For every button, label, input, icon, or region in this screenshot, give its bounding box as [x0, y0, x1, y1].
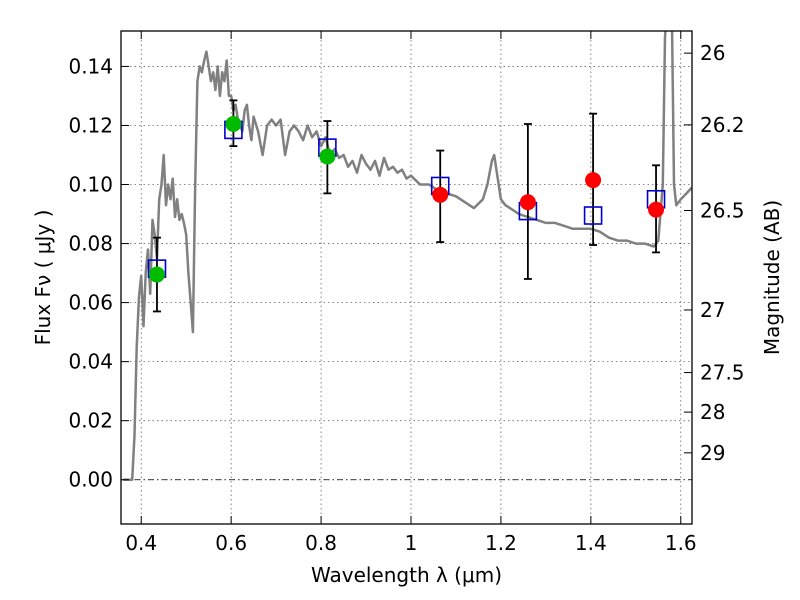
right-tick-label: 27 [700, 298, 725, 322]
y-tick-label: 0.10 [68, 173, 113, 197]
x-tick-label: 0.8 [305, 531, 337, 555]
y-tick-label: 0.02 [68, 409, 113, 433]
green-flux-point [148, 266, 165, 283]
flux-points [148, 115, 665, 283]
model-flux-box [583, 206, 603, 225]
right-tick-label: 26.5 [700, 198, 745, 222]
red-flux-point [585, 172, 602, 189]
x-tick-label: 0.6 [215, 531, 247, 555]
x-tick-label: 0.4 [125, 531, 157, 555]
red-flux-point [519, 194, 536, 211]
right-tick-label: 26.2 [700, 113, 745, 137]
y-tick-label: 0.14 [68, 54, 113, 78]
error-bars [152, 99, 661, 313]
template-spectrum-line [123, 31, 692, 481]
x-tick-label: 1.4 [575, 531, 607, 555]
plot-frame [120, 30, 693, 525]
y-axis-ticks: 0.00 0.02 0.04 0.06 0.08 0.10 0.12 0.14 [68, 54, 129, 492]
x-axis-ticks: 0.4 0.6 0.8 1 1.2 1.4 1.6 [125, 31, 697, 555]
right-tick-label: 26 [700, 41, 725, 65]
y-tick-label: 0.06 [68, 291, 113, 315]
y-tick-label: 0.12 [68, 113, 113, 137]
y-tick-label: 0.08 [68, 232, 113, 256]
green-flux-point [225, 115, 242, 132]
x-tick-label: 1.2 [485, 531, 517, 555]
x-tick-label: 1.6 [665, 531, 697, 555]
template-spectrum [123, 31, 692, 481]
right-tick-label: 27.5 [700, 361, 745, 385]
right-tick-label: 28 [700, 400, 725, 424]
y-tick-label: 0.00 [68, 468, 113, 492]
x-tick-label: 1 [405, 531, 418, 555]
x-axis-label: Wavelength λ (μm) [311, 563, 502, 587]
model-boxes [147, 120, 666, 278]
right-axis-ticks: 26 26.2 26.5 27 27.5 28 29 [684, 41, 745, 465]
y-axis-label: Flux Fν ( μJy ) [31, 210, 55, 346]
grid [121, 31, 692, 524]
green-flux-point [319, 148, 336, 165]
right-tick-label: 29 [700, 441, 725, 465]
right-axis-label: Magnitude (AB) [760, 200, 784, 355]
red-flux-point [648, 201, 665, 218]
red-flux-point [432, 186, 449, 203]
y-tick-label: 0.04 [68, 350, 113, 374]
